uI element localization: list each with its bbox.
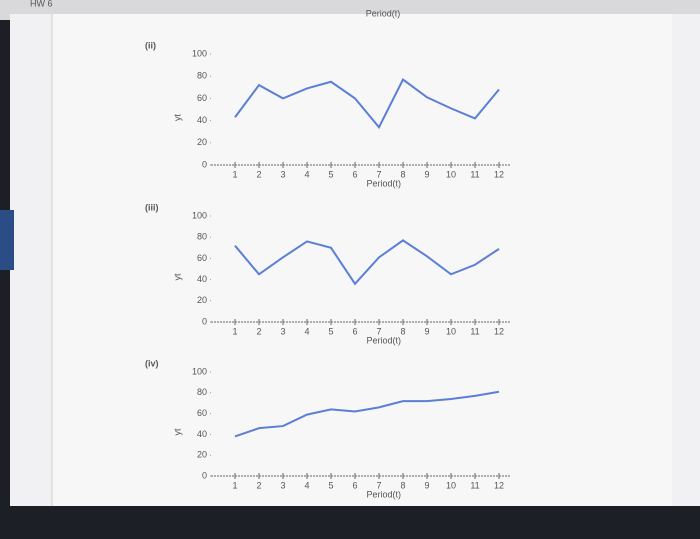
x-tick-label: 8 [400, 169, 405, 179]
y-tick-label: 60 [197, 93, 207, 103]
x-tick-label: 8 [400, 326, 405, 336]
x-tick-label: 5 [328, 169, 333, 179]
y-axis-label: yt [172, 428, 182, 436]
y-tick-label: 40 [197, 429, 207, 439]
x-tick-label: 2 [256, 480, 261, 490]
left-strip [0, 210, 14, 270]
line-series [234, 78, 500, 130]
x-tick-label: 12 [494, 480, 504, 490]
x-axis-label: Period(t) [367, 178, 402, 188]
x-tick-label: 6 [352, 326, 357, 336]
x-tick-label: 9 [424, 480, 429, 490]
x-tick-label: 12 [494, 326, 504, 336]
x-tick-label: 5 [328, 326, 333, 336]
y-tick-label: 60 [197, 408, 207, 418]
y-tick-label: 20 [197, 137, 207, 147]
chart-label: (iii) [145, 202, 159, 212]
y-tick-label: 20 [197, 450, 207, 460]
x-axis-label: Period(t) [367, 489, 402, 499]
x-tick-label: 11 [470, 480, 479, 490]
x-tick-label: 8 [400, 480, 405, 490]
x-tick-label: 5 [328, 480, 333, 490]
line-series [234, 239, 500, 286]
line-series [234, 390, 500, 438]
y-tick-label: 0 [202, 159, 207, 169]
y-tick-label: 20 [197, 295, 207, 305]
x-tick-label: 9 [424, 169, 429, 179]
y-tick-label: 80 [197, 387, 207, 397]
x-tick-label: 3 [280, 480, 285, 490]
y-tick-label: 80 [197, 71, 207, 81]
y-tick-label: 0 [202, 316, 207, 326]
x-tick-label: 7 [376, 326, 381, 336]
x-tick-label: 7 [376, 169, 381, 179]
x-tick-label: 11 [470, 326, 479, 336]
x-axis-label: Period(t) [367, 335, 402, 345]
chart-label: (ii) [145, 40, 156, 50]
x-tick-label: 11 [470, 169, 479, 179]
x-tick-label: 1 [232, 169, 237, 179]
y-tick-label: 80 [197, 232, 207, 242]
y-tick-label: 100 [192, 210, 207, 220]
y-tick-label: 100 [192, 48, 207, 58]
x-tick-label: 6 [352, 169, 357, 179]
x-tick-label: 4 [304, 326, 309, 336]
y-tick-label: 0 [202, 470, 207, 480]
top-cut-label: Period(t) [366, 8, 401, 18]
x-tick-label: 7 [376, 480, 381, 490]
header-title: HW 6 [30, 0, 53, 8]
x-tick-label: 10 [446, 480, 456, 490]
x-tick-label: 4 [304, 480, 309, 490]
content-panel [52, 14, 672, 506]
x-tick-label: 10 [446, 326, 456, 336]
y-axis-label: yt [172, 273, 182, 281]
x-tick-label: 1 [232, 326, 237, 336]
x-tick-label: 3 [280, 326, 285, 336]
x-tick-label: 3 [280, 169, 285, 179]
y-axis-label: yt [172, 114, 182, 122]
x-tick-label: 2 [256, 169, 261, 179]
x-tick-label: 6 [352, 480, 357, 490]
x-tick-label: 1 [232, 480, 237, 490]
x-tick-label: 9 [424, 326, 429, 336]
x-tick-label: 4 [304, 169, 309, 179]
y-tick-label: 40 [197, 115, 207, 125]
chart-label: (iv) [145, 358, 159, 368]
x-tick-label: 12 [494, 169, 504, 179]
y-tick-label: 60 [197, 253, 207, 263]
y-tick-label: 100 [192, 366, 207, 376]
y-tick-label: 40 [197, 274, 207, 284]
x-tick-label: 10 [446, 169, 456, 179]
x-tick-label: 2 [256, 326, 261, 336]
